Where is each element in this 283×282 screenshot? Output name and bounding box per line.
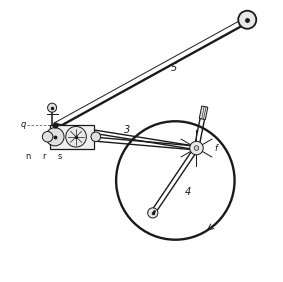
Polygon shape [199,106,208,120]
Text: 5: 5 [171,63,177,73]
Circle shape [190,141,203,155]
Text: q: q [20,120,26,129]
Circle shape [91,132,101,142]
Circle shape [42,131,53,142]
Text: s: s [57,152,62,161]
Circle shape [46,128,64,146]
Circle shape [66,126,86,147]
Circle shape [194,146,199,150]
Circle shape [48,103,57,112]
FancyBboxPatch shape [50,125,94,149]
Text: 3: 3 [124,125,130,135]
Circle shape [148,208,158,218]
Text: 4: 4 [185,187,191,197]
Text: n: n [25,152,31,161]
Text: f: f [215,144,218,153]
Text: r: r [42,152,45,161]
Circle shape [238,11,256,29]
